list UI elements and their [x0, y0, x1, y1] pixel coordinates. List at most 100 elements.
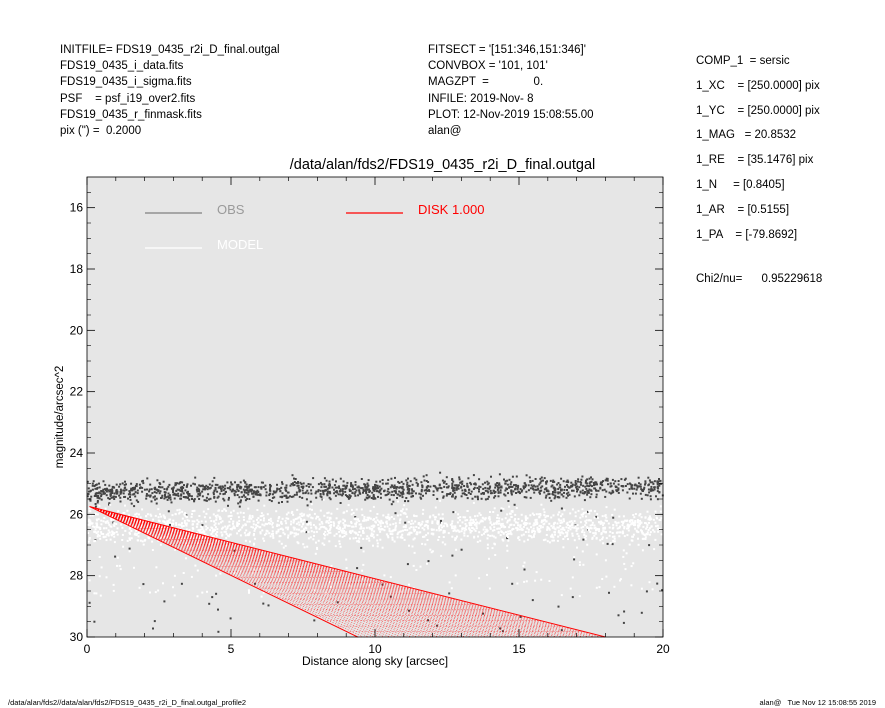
obs-point	[356, 486, 359, 489]
obs-point	[317, 483, 320, 486]
model-point	[306, 514, 309, 517]
model-point	[226, 527, 229, 529]
model-point	[588, 509, 591, 512]
obs-point	[658, 491, 661, 494]
obs-point	[515, 485, 518, 488]
model-point	[195, 536, 198, 539]
model-point	[468, 527, 471, 530]
model-point	[626, 523, 629, 526]
y-tick-label: 28	[70, 569, 84, 583]
obs-point	[262, 602, 265, 605]
obs-point	[237, 502, 240, 505]
model-point	[653, 530, 656, 533]
model-point	[500, 507, 503, 510]
model-point	[481, 520, 483, 523]
model-point	[87, 532, 90, 534]
obs-point	[211, 596, 214, 599]
obs-point	[228, 496, 230, 499]
obs-point	[567, 494, 569, 497]
obs-point	[461, 480, 464, 483]
model-point	[532, 534, 535, 537]
model-point	[640, 516, 643, 519]
model-point	[479, 539, 482, 542]
model-point	[358, 531, 361, 533]
model-point	[369, 517, 372, 520]
obs-point	[629, 483, 632, 486]
obs-point	[447, 485, 450, 488]
obs-point	[490, 492, 492, 495]
obs-point	[497, 495, 500, 498]
obs-point	[478, 478, 481, 481]
obs-point	[314, 492, 317, 495]
component-param-line: COMP_1 = sersic	[696, 55, 790, 67]
obs-point	[529, 487, 532, 490]
obs-point	[474, 483, 477, 486]
obs-point	[107, 489, 110, 492]
model-point	[256, 521, 259, 524]
obs-point	[91, 488, 94, 491]
model-point	[313, 531, 316, 534]
model-point	[398, 530, 401, 533]
model-point	[398, 521, 401, 524]
model-point	[97, 526, 100, 529]
obs-point	[162, 480, 165, 483]
obs-point	[368, 488, 371, 491]
obs-point	[416, 484, 419, 487]
model-point	[327, 530, 329, 532]
model-point	[602, 527, 605, 530]
legend-label-disk: DISK 1.000	[418, 202, 485, 217]
model-point	[604, 559, 607, 562]
obs-point	[536, 485, 539, 488]
model-point	[313, 588, 316, 591]
model-point	[249, 540, 251, 543]
model-point	[545, 520, 548, 523]
obs-point	[220, 490, 223, 492]
model-point	[484, 531, 487, 533]
model-point	[648, 517, 651, 519]
obs-point	[135, 483, 138, 486]
model-point	[655, 525, 657, 528]
obs-point	[152, 496, 155, 499]
model-point	[659, 510, 662, 513]
obs-point	[432, 484, 435, 487]
obs-point	[640, 497, 643, 500]
model-point	[295, 528, 298, 531]
model-point	[489, 534, 492, 537]
obs-point	[336, 491, 339, 494]
model-point	[338, 528, 341, 530]
obs-point	[429, 485, 432, 488]
component-param-line: 1_AR = [0.5155]	[696, 203, 790, 216]
obs-point	[656, 480, 659, 483]
model-point	[581, 529, 584, 532]
model-point	[193, 509, 196, 512]
obs-point	[175, 494, 178, 497]
model-point	[509, 523, 512, 526]
obs-point	[375, 484, 378, 487]
model-point	[342, 518, 345, 521]
model-point	[623, 527, 626, 530]
model-point	[277, 530, 280, 533]
model-point	[197, 520, 200, 523]
obs-point	[601, 489, 604, 492]
model-point	[389, 576, 392, 579]
obs-point	[228, 487, 231, 490]
model-point	[579, 516, 582, 519]
model-point	[541, 519, 543, 522]
model-point	[396, 536, 399, 539]
model-point	[211, 527, 214, 529]
model-point	[414, 528, 417, 531]
obs-point	[264, 484, 267, 487]
model-point	[634, 513, 637, 515]
model-point	[224, 530, 227, 533]
obs-point	[354, 516, 357, 518]
model-point	[321, 522, 324, 525]
model-point	[647, 518, 650, 521]
disk-lower-edge	[89, 506, 358, 638]
obs-point	[198, 489, 201, 491]
model-point	[108, 513, 111, 516]
model-point	[453, 529, 456, 532]
obs-point	[104, 489, 107, 492]
obs-point	[398, 482, 401, 484]
obs-point	[239, 485, 242, 488]
model-point	[654, 510, 657, 513]
